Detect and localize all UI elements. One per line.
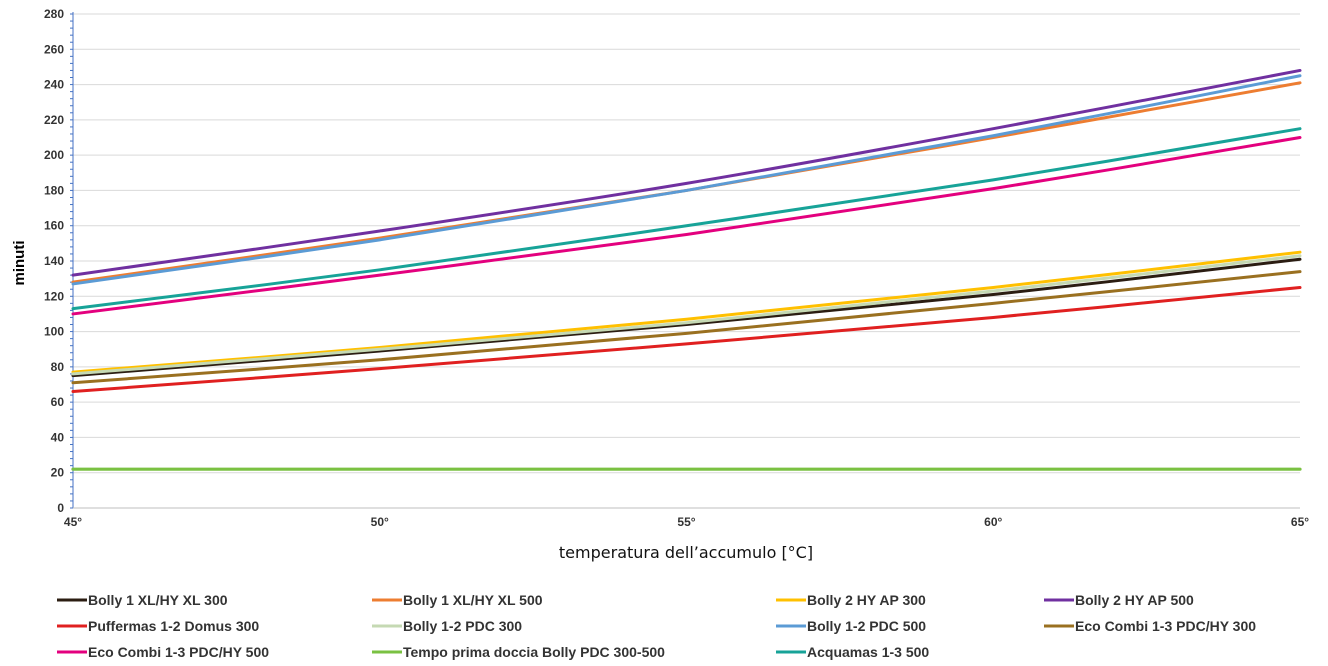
series-line — [71, 68, 1302, 277]
y-tick-label: 100 — [44, 325, 64, 339]
legend-item: Puffermas 1-2 Domus 300 — [57, 618, 259, 634]
legend-label: Bolly 2 HY AP 300 — [807, 592, 926, 608]
legend-label: Tempo prima doccia Bolly PDC 300-500 — [403, 644, 665, 660]
y-tick-label: 120 — [44, 289, 64, 303]
legend-item: Bolly 1-2 PDC 500 — [776, 618, 926, 634]
legend-label: Bolly 1 XL/HY XL 300 — [88, 592, 228, 608]
series-lines — [71, 68, 1302, 471]
legend-item: Eco Combi 1-3 PDC/HY 500 — [57, 644, 269, 660]
x-axis-title: temperatura dell’accumulo [°C] — [559, 543, 813, 562]
legend-label: Acquamas 1-3 500 — [807, 644, 929, 660]
y-tick-label: 200 — [44, 148, 64, 162]
legend-item: Eco Combi 1-3 PDC/HY 300 — [1044, 618, 1256, 634]
y-tick-label: 180 — [44, 183, 64, 197]
y-tick-label: 140 — [44, 254, 64, 268]
legend-item: Bolly 1 XL/HY XL 300 — [57, 592, 228, 608]
x-tick-label: 50° — [371, 515, 389, 529]
y-tick-label: 20 — [51, 466, 65, 480]
y-tick-label: 160 — [44, 219, 64, 233]
y-tick-label: 60 — [51, 395, 65, 409]
gridlines — [73, 13, 1300, 509]
y-tick-label: 280 — [44, 7, 64, 21]
series-line — [71, 74, 1302, 286]
legend-item: Bolly 2 HY AP 300 — [776, 592, 926, 608]
legend-label: Bolly 1-2 PDC 500 — [807, 618, 926, 634]
y-tick-label: 240 — [44, 78, 64, 92]
y-axis-ticks: 0 20 40 60 80 100 120 140 160 180 200 220 240 260 280 — [44, 7, 64, 515]
series-line — [71, 250, 1302, 374]
series-line — [71, 270, 1302, 385]
legend-item: Bolly 2 HY AP 500 — [1044, 592, 1194, 608]
series-line — [71, 127, 1302, 311]
legend-item: Bolly 1 XL/HY XL 500 — [372, 592, 543, 608]
legend-label: Eco Combi 1-3 PDC/HY 500 — [88, 644, 269, 660]
legend: Bolly 1 XL/HY XL 300 Bolly 1 XL/HY XL 500… — [57, 592, 1256, 660]
x-axis-ticks: 45° 50° 55° 60° 65° — [64, 515, 1309, 529]
x-tick-label: 55° — [677, 515, 695, 529]
y-tick-label: 260 — [44, 42, 64, 56]
legend-label: Eco Combi 1-3 PDC/HY 300 — [1075, 618, 1256, 634]
y-tick-label: 40 — [51, 430, 65, 444]
legend-label: Bolly 1-2 PDC 300 — [403, 618, 522, 634]
legend-label: Puffermas 1-2 Domus 300 — [88, 618, 259, 634]
series-line — [71, 136, 1302, 316]
legend-label: Bolly 1 XL/HY XL 500 — [403, 592, 543, 608]
series-line — [71, 257, 1302, 378]
legend-item: Bolly 1-2 PDC 300 — [372, 618, 522, 634]
y-axis-title: minuti — [11, 241, 28, 286]
legend-label: Bolly 2 HY AP 500 — [1075, 592, 1194, 608]
legend-item: Tempo prima doccia Bolly PDC 300-500 — [372, 644, 665, 660]
legend-item: Acquamas 1-3 500 — [776, 644, 929, 660]
x-tick-label: 65° — [1291, 515, 1309, 529]
y-tick-label: 0 — [57, 501, 64, 515]
y-tick-label: 80 — [51, 360, 65, 374]
series-line — [71, 285, 1302, 394]
x-tick-label: 60° — [984, 515, 1002, 529]
series-line — [71, 254, 1302, 376]
x-tick-label: 45° — [64, 515, 82, 529]
y-tick-label: 220 — [44, 113, 64, 127]
axes — [70, 12, 1300, 509]
